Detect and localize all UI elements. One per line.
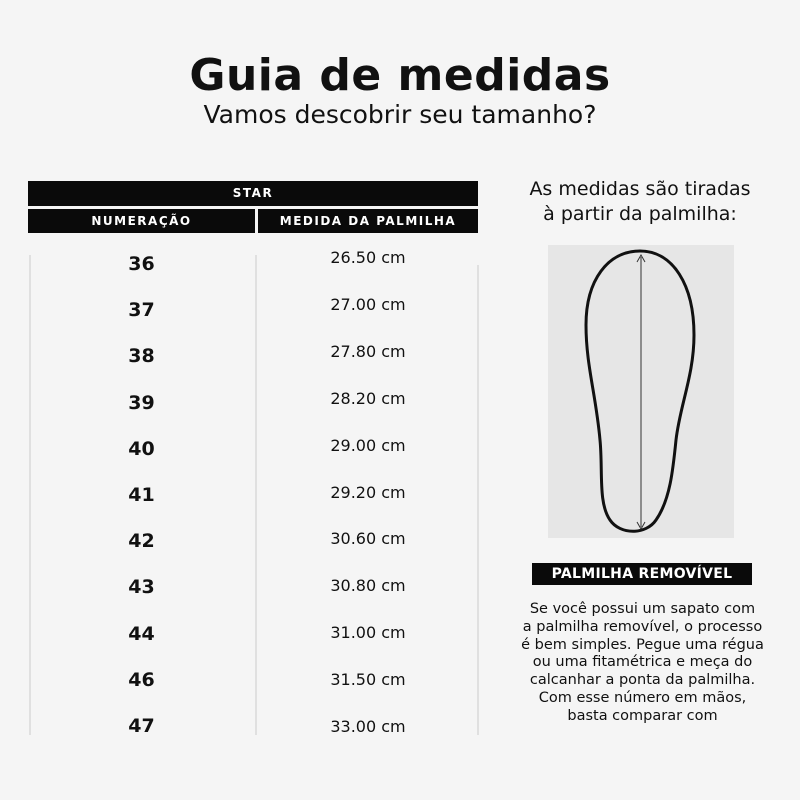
side-title: As medidas são tiradas à partir da palmi…: [500, 177, 780, 227]
measure-cell: 30.80 cm: [330, 576, 406, 596]
size-cell: 43: [128, 576, 155, 599]
measure-cell: 29.00 cm: [330, 435, 406, 455]
instructions-text: Se você possui um sapato com a palmilha r…: [500, 601, 785, 726]
column-header-size: NUMERAÇÃO: [28, 209, 255, 233]
measure-cell: 33.00 cm: [330, 717, 406, 736]
table-divider: [255, 255, 257, 735]
instructions-line: a palmilha removível, o processo: [522, 618, 763, 635]
table-divider: [477, 265, 479, 735]
size-cell: 39: [128, 391, 155, 414]
table-brand-header: STAR: [28, 181, 478, 206]
instructions-line: Com esse número em mãos,: [538, 689, 747, 706]
instructions-line: ou uma fitamétrica e meça do: [532, 654, 753, 671]
instructions-line: Se você possui um sapato com: [529, 601, 756, 617]
measure-cell: 30.60 cm: [330, 529, 406, 549]
measure-cell: 31.50 cm: [330, 670, 406, 690]
size-cell: 37: [128, 299, 155, 322]
instructions-line: basta comparar com: [567, 707, 718, 724]
size-cell: 42: [128, 530, 155, 553]
measure-cell: 26.50 cm: [330, 248, 406, 267]
side-title-line: As medidas são tiradas: [529, 178, 751, 200]
size-cell: 46: [128, 668, 155, 691]
size-cell: 38: [128, 345, 155, 368]
size-cell: 41: [128, 484, 155, 506]
size-cell: 47: [128, 715, 155, 737]
measure-cell: 27.00 cm: [330, 294, 406, 314]
page-subtitle: Vamos descobrir seu tamanho?: [203, 100, 597, 129]
measure-cell: 29.20 cm: [330, 482, 406, 502]
measure-cell: 31.00 cm: [330, 623, 406, 643]
insole-measure-icon: [548, 245, 734, 538]
column-header-measure: MEDIDA DA PALMILHA: [258, 209, 478, 233]
measure-cell: 28.20 cm: [330, 388, 406, 408]
side-title-line: à partir da palmilha:: [543, 203, 737, 225]
measure-cell: 27.80 cm: [330, 341, 406, 361]
instructions-line: calcanhar a ponta da palmilha.: [529, 672, 756, 689]
size-cell: 36: [128, 253, 155, 275]
table-divider: [29, 255, 31, 735]
page-title: Guia de medidas: [189, 50, 611, 101]
instructions-line: é bem simples. Pegue uma régua: [521, 636, 764, 653]
size-cell: 40: [128, 437, 155, 460]
size-cell: 44: [128, 622, 155, 645]
removable-insole-badge: PALMILHA REMOVÍVEL: [532, 563, 752, 585]
